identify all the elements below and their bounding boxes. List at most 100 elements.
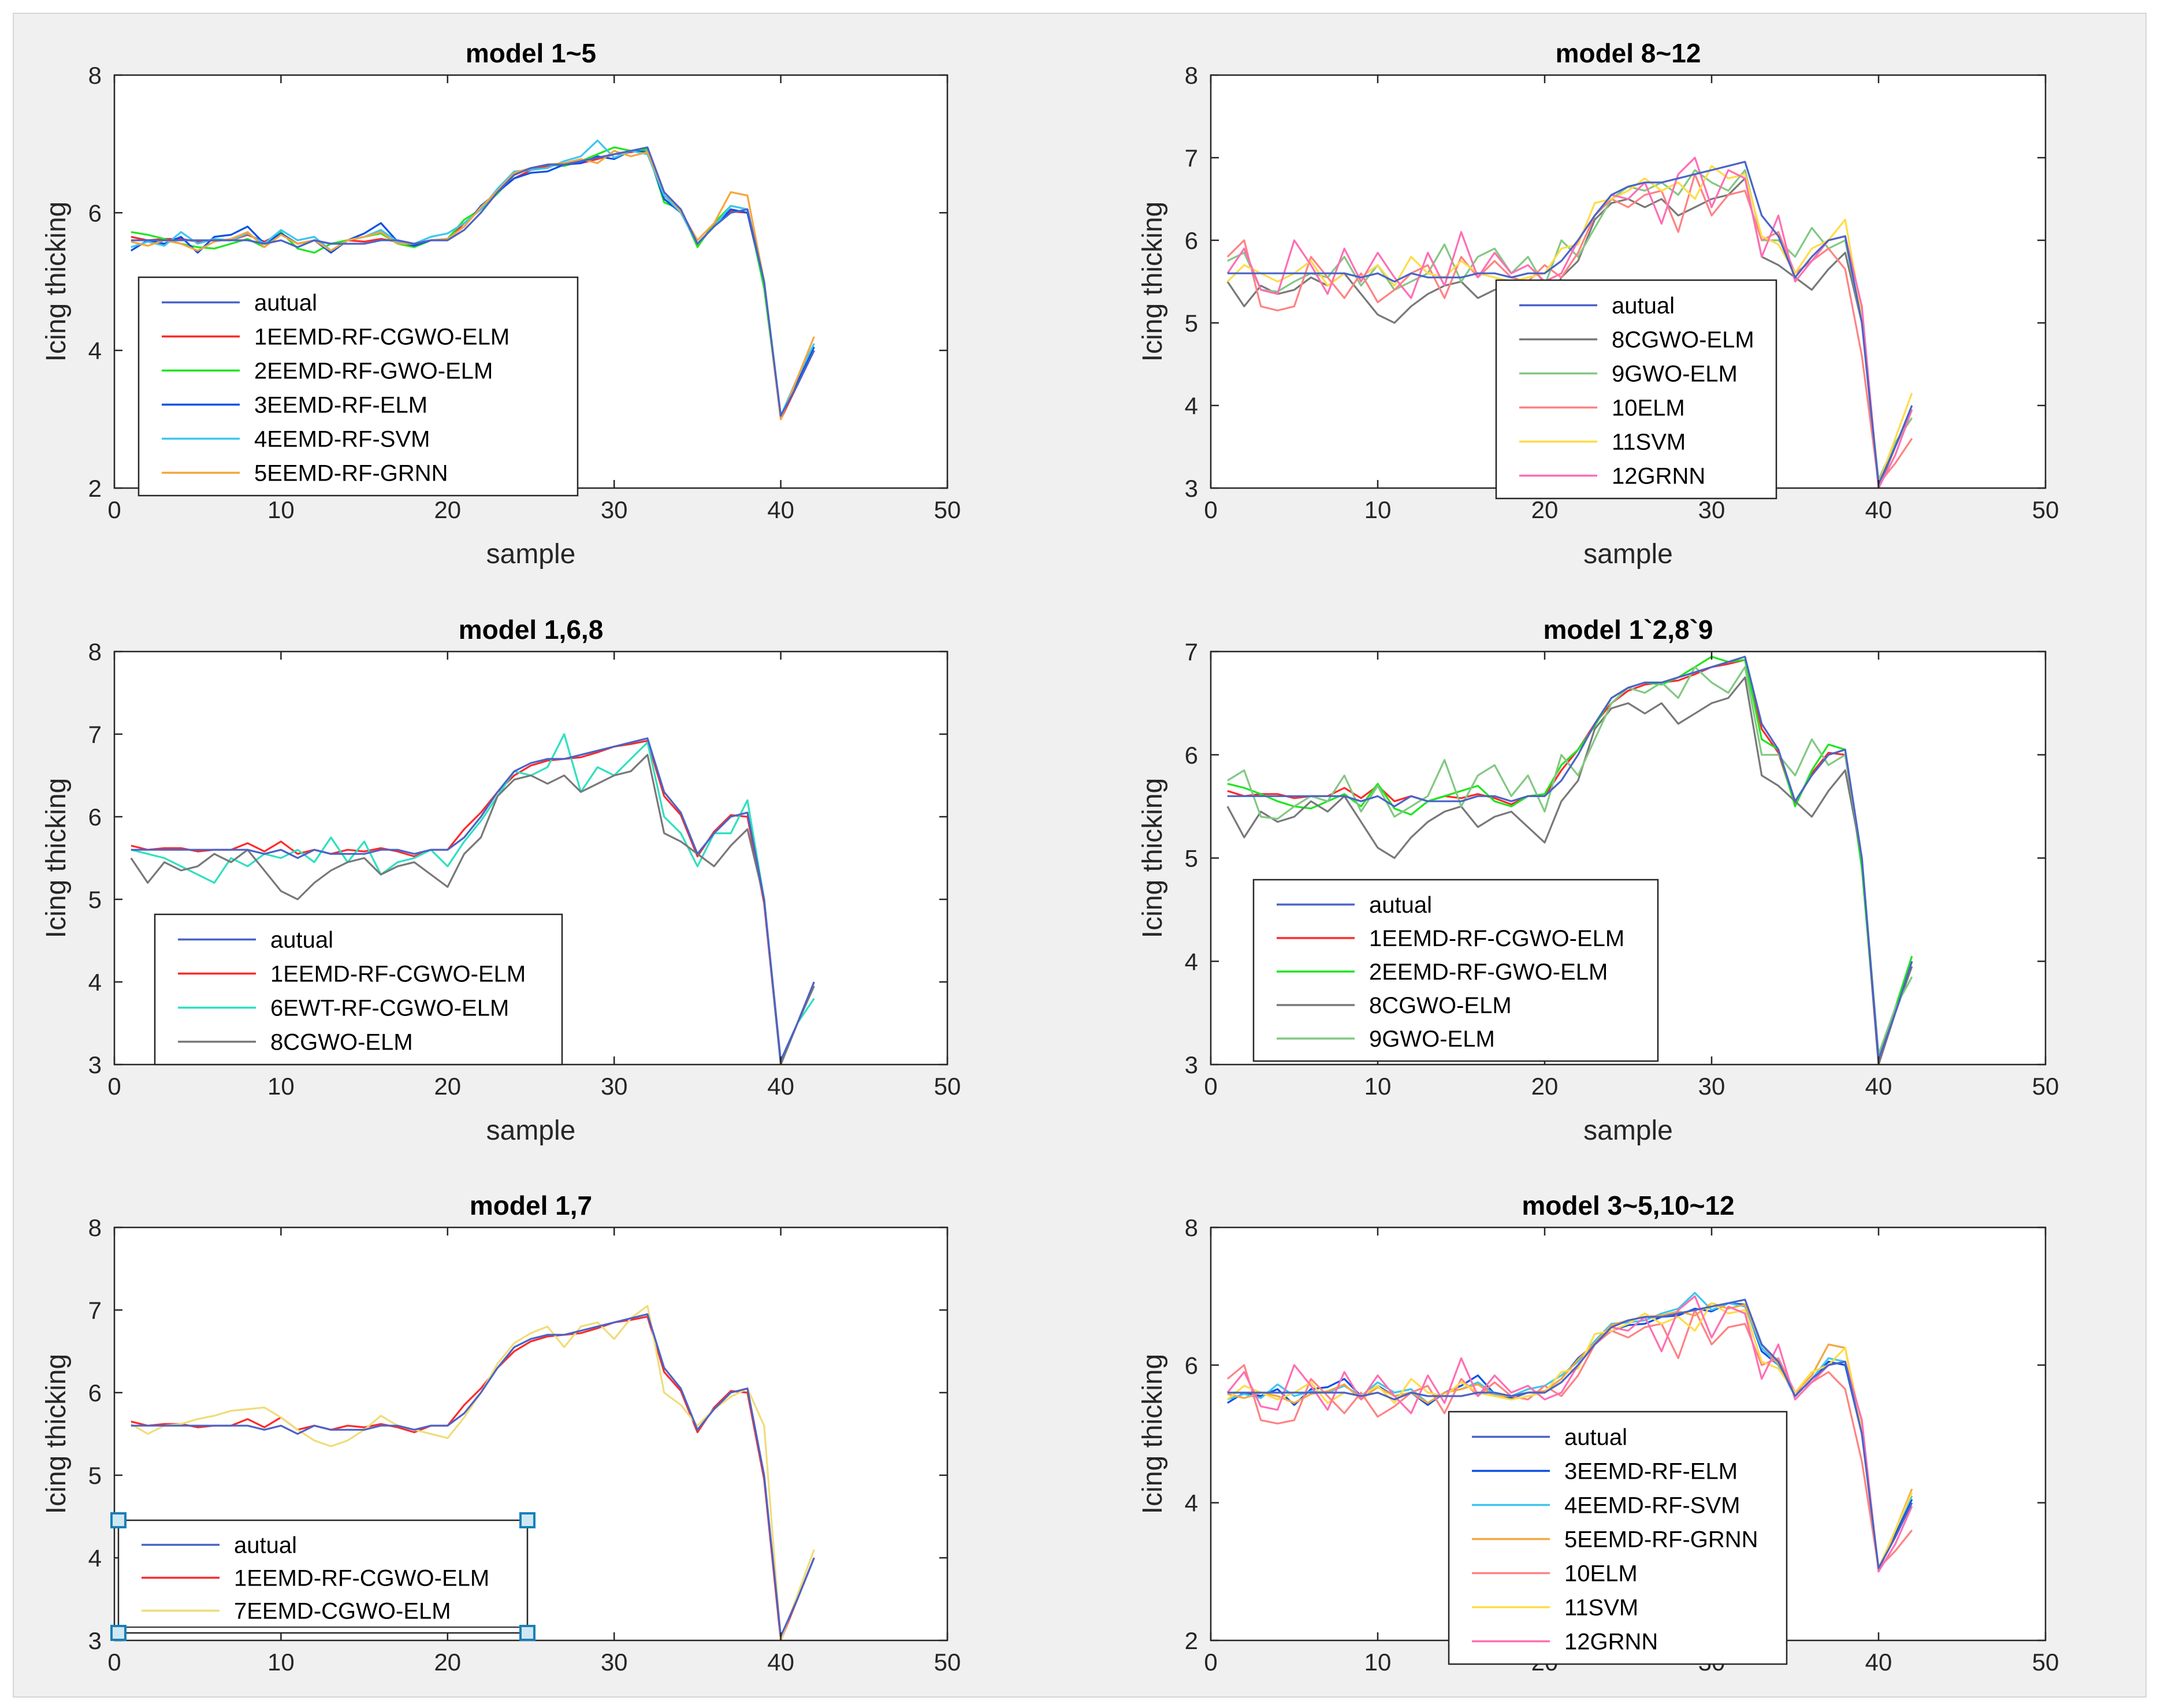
legend-label-10elm: 10ELM	[1612, 396, 1685, 421]
subplot-1[interactable]: 0 10 20 30 40 50 2 4 6 8 model 1~5 sample Icing thic…	[41, 38, 961, 570]
y-tick-label: 3	[88, 1627, 102, 1654]
series-line-autual	[1227, 1298, 1913, 1569]
legend-label-9gwo-elm: 9GWO-ELM	[1369, 1026, 1495, 1052]
legend-label-8cgwo-elm: 8CGWO-ELM	[270, 1030, 413, 1055]
y-tick-label: 6	[1185, 742, 1198, 769]
legend-label-5eemd-rf-grnn: 5EEMD-RF-GRNN	[1564, 1527, 1758, 1553]
series-line-8cgwo-elm	[130, 754, 815, 1065]
series-group	[130, 733, 815, 1065]
x-tick-label: 40	[1865, 496, 1892, 523]
x-tick-label: 0	[1204, 1073, 1217, 1100]
legend-label-8cgwo-elm: 8CGWO-ELM	[1612, 328, 1754, 353]
legend-label-autual: autual	[270, 928, 333, 953]
legend[interactable]: autual 3EEMD-RF-ELM 4EEMD-RF-SVM 5EEMD-RF-G…	[1448, 1411, 1788, 1665]
legend-box[interactable]	[1495, 279, 1777, 500]
legend[interactable]: autual 1EEMD-RF-CGWO-ELM 7EEMD-CGWO-ELM	[110, 1512, 535, 1641]
y-tick-label: 8	[1185, 62, 1198, 89]
series-line-12grnn	[1226, 157, 1913, 488]
series-line-5eemd-rf-grnn	[131, 150, 815, 421]
legend-label-6ewt-rf-cgwo-elm: 6EWT-RF-CGWO-ELM	[270, 996, 509, 1021]
y-tick-label: 5	[1185, 310, 1198, 337]
selection-handle[interactable]	[110, 1512, 127, 1528]
y-tick-label: 6	[1185, 1352, 1198, 1379]
series-group	[1226, 656, 1913, 1065]
legend-box[interactable]	[1448, 1411, 1788, 1665]
y-axis-label: Icing thicking	[1137, 778, 1168, 938]
legend-label-4eemd-rf-svm: 4EEMD-RF-SVM	[254, 427, 430, 452]
chart-title: model 1,6,8	[459, 615, 604, 645]
legend-label-8cgwo-elm: 8CGWO-ELM	[1369, 993, 1512, 1018]
y-tick-label: 8	[1185, 1214, 1198, 1241]
series-line-10elm	[1226, 1309, 1913, 1569]
y-tick-label: 7	[1185, 638, 1198, 665]
x-tick-label: 50	[934, 496, 961, 523]
y-tick-label: 4	[1185, 392, 1198, 419]
series-line-9gwo-elm	[1227, 666, 1913, 1055]
x-tick-label: 10	[267, 1073, 295, 1100]
y-tick-label: 4	[1185, 1490, 1198, 1517]
subplot-2[interactable]: 0 10 20 30 40 50 3 4 5 6 7 8 model 8~12 sample Icing t…	[1137, 38, 2059, 570]
legend-box[interactable]	[1252, 879, 1659, 1062]
selection-handle[interactable]	[110, 1625, 127, 1641]
legend[interactable]: autual 1EEMD-RF-CGWO-ELM 6EWT-RF-CGWO-ELM 8…	[154, 913, 563, 1066]
series-line-8cgwo-elm	[1226, 676, 1913, 1065]
x-tick-label: 0	[1204, 496, 1217, 523]
legend-label-autual: autual	[234, 1533, 297, 1558]
subplot-3[interactable]: 0 10 20 30 40 50 3 4 5 6 7 8 model 1,6,8 sample Icing …	[41, 615, 961, 1146]
legend-label-10elm: 10ELM	[1564, 1561, 1638, 1587]
y-tick-label: 5	[1185, 845, 1198, 872]
legend-label-3eemd-rf-elm: 3EEMD-RF-ELM	[254, 393, 427, 418]
selection-handle[interactable]	[519, 1512, 535, 1528]
x-axis-label: sample	[1583, 1115, 1673, 1146]
x-tick-label: 30	[601, 496, 628, 523]
series-line-1eemd-rf-cgwo-elm	[131, 739, 815, 1065]
series-line-1eemd-rf-cgwo-elm	[131, 1315, 815, 1640]
subplot-5[interactable]: 0 10 20 30 40 50 3 4 5 6 7 8 model 1,7 Icing thicking…	[41, 1190, 961, 1676]
y-tick-label: 7	[1185, 144, 1198, 172]
legend-label-3eemd-rf-elm: 3EEMD-RF-ELM	[1564, 1459, 1738, 1484]
chart-title: model 3~5,10~12	[1522, 1190, 1734, 1220]
y-tick-label: 7	[88, 1297, 102, 1324]
y-tick-label: 5	[88, 886, 102, 913]
legend-box[interactable]	[137, 276, 579, 497]
legend-label-5eemd-rf-grnn: 5EEMD-RF-GRNN	[254, 461, 448, 486]
chart-title: model 1,7	[470, 1190, 592, 1220]
y-tick-label: 4	[88, 969, 102, 996]
y-tick-label: 3	[1185, 1051, 1198, 1078]
x-tick-label: 30	[601, 1073, 628, 1100]
series-line-11svm	[1226, 1302, 1913, 1569]
x-tick-label: 30	[1698, 1073, 1725, 1100]
x-tick-label: 20	[434, 1649, 461, 1676]
series-group	[1226, 157, 1913, 488]
y-axis-label: Icing thicking	[41, 202, 72, 362]
series-line-autual	[131, 1313, 815, 1638]
y-axis-label: Icing thicking	[41, 1354, 72, 1514]
legend-label-1eemd-rf-cgwo-elm: 1EEMD-RF-CGWO-ELM	[254, 325, 510, 350]
legend[interactable]: autual 1EEMD-RF-CGWO-ELM 2EEMD-RF-GWO-ELM 3…	[137, 276, 579, 497]
x-tick-label: 40	[1865, 1073, 1892, 1100]
x-tick-label: 10	[267, 496, 295, 523]
x-tick-label: 50	[2032, 1073, 2059, 1100]
legend-label-11svm: 11SVM	[1612, 430, 1686, 455]
legend-label-1eemd-rf-cgwo-elm: 1EEMD-RF-CGWO-ELM	[234, 1566, 489, 1591]
legend-box[interactable]	[117, 1519, 529, 1634]
y-tick-label: 6	[1185, 227, 1198, 254]
legend[interactable]: autual 1EEMD-RF-CGWO-ELM 2EEMD-RF-GWO-ELM 8…	[1252, 879, 1659, 1062]
subplot-4[interactable]: 0 10 20 30 40 50 3 4 5 6 7 model 1`2,8`9 sample Icing…	[1137, 615, 2059, 1146]
x-tick-label: 50	[2032, 496, 2059, 523]
series-group	[1226, 1292, 1913, 1573]
y-tick-label: 8	[88, 638, 102, 665]
y-tick-label: 6	[88, 199, 102, 226]
series-group	[130, 1305, 815, 1640]
selection-handle[interactable]	[519, 1625, 535, 1641]
y-axis-label: Icing thicking	[1137, 202, 1168, 362]
legend-label-autual: autual	[1369, 892, 1432, 918]
y-tick-label: 2	[1185, 1627, 1198, 1654]
chart-title: model 1`2,8`9	[1544, 615, 1713, 645]
x-tick-label: 40	[767, 1649, 794, 1676]
y-tick-label: 7	[88, 721, 102, 748]
legend[interactable]: autual 8CGWO-ELM 9GWO-ELM 10ELM 11SVM 12GRNN	[1495, 279, 1777, 500]
x-tick-label: 30	[601, 1649, 628, 1676]
